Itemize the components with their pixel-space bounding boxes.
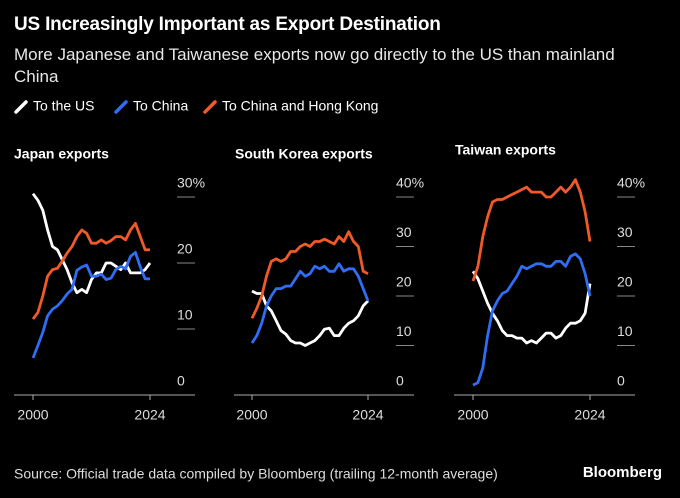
panel-title: South Korea exports	[235, 146, 373, 162]
y-tick-label: 10	[617, 323, 633, 339]
y-tick-label: 10	[177, 307, 193, 323]
y-tick-label: 0	[396, 373, 404, 389]
y-tick-label: 20	[177, 241, 193, 257]
legend-label: To China and Hong Kong	[222, 98, 378, 114]
series-line	[471, 270, 592, 345]
y-tick-label: 20	[396, 274, 412, 290]
series-line	[471, 178, 592, 282]
series-line	[31, 222, 150, 320]
panel-title: Japan exports	[14, 146, 109, 162]
subtitle: More Japanese and Taiwanese exports now …	[14, 45, 615, 86]
x-tick-label: 2000	[457, 407, 488, 423]
y-tick-label: 0	[177, 373, 185, 389]
brand: Bloomberg	[583, 464, 662, 481]
y-tick-label: 30%	[177, 175, 205, 191]
series-line	[31, 192, 152, 295]
panel-title: Taiwan exports	[455, 142, 556, 158]
x-tick-label: 2024	[574, 407, 605, 423]
legend-swatch	[114, 100, 128, 114]
y-tick-label: 40%	[396, 175, 424, 191]
x-tick-label: 2024	[134, 407, 165, 423]
x-tick-label: 2000	[236, 407, 267, 423]
source: Source: Official trade data compiled by …	[14, 466, 498, 482]
series-line	[472, 252, 592, 387]
x-tick-label: 2000	[17, 407, 48, 423]
x-tick-label: 2024	[352, 407, 383, 423]
y-tick-label: 40%	[617, 175, 645, 191]
legend-swatch	[203, 100, 217, 114]
series-line	[250, 230, 369, 319]
series-line	[251, 289, 370, 347]
y-tick-label: 20	[617, 274, 633, 290]
y-tick-label: 0	[617, 373, 625, 389]
y-tick-label: 10	[396, 323, 412, 339]
legend-label: To the US	[33, 98, 94, 114]
series-line	[250, 262, 370, 344]
title: US Increasingly Important as Export Dest…	[14, 14, 441, 35]
legend-label: To China	[133, 98, 188, 114]
series-line	[31, 251, 150, 359]
legend-swatch	[14, 100, 28, 114]
y-tick-label: 30	[396, 224, 412, 240]
y-tick-label: 30	[617, 224, 633, 240]
